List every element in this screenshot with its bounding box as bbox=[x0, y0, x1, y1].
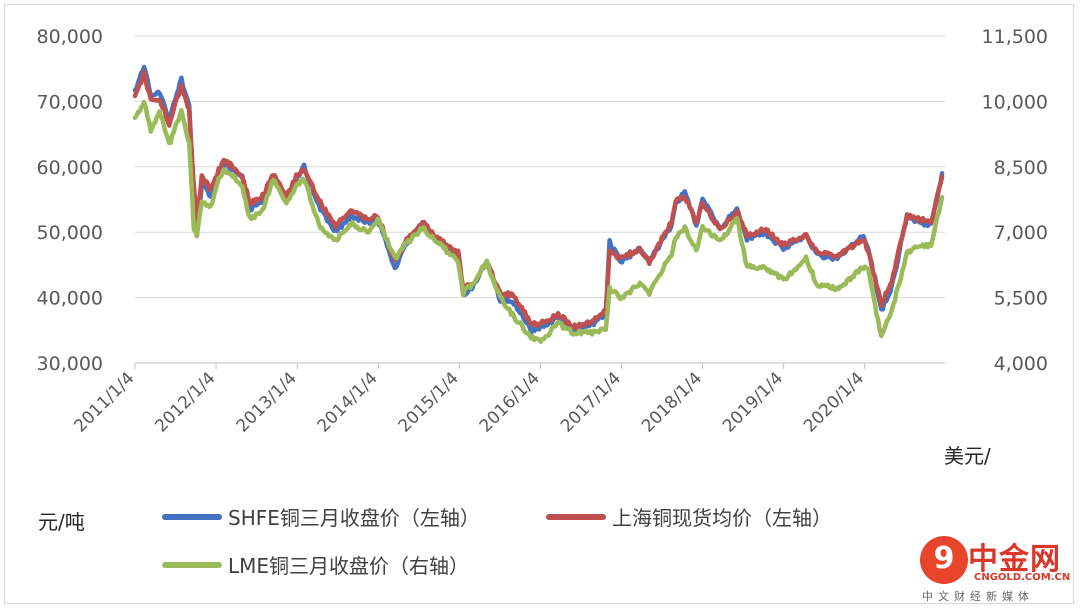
right-tick-label: 10,000 bbox=[982, 91, 1048, 113]
left-tick-label: 40,000 bbox=[37, 288, 103, 310]
x-tick-label: 2014/1/4 bbox=[314, 368, 382, 436]
series-line-lme bbox=[132, 99, 945, 344]
legend-label-shfe: SHFE铜三月收盘价（左轴） bbox=[228, 506, 480, 530]
right-tick-label: 4,000 bbox=[994, 353, 1048, 375]
right-axis-unit: 美元/ bbox=[944, 444, 991, 468]
x-tick-label: 2018/1/4 bbox=[638, 368, 706, 436]
left-tick-label: 30,000 bbox=[37, 353, 103, 375]
logo-site: CNGOLD.COM.CN bbox=[974, 572, 1071, 583]
x-tick-label: 2016/1/4 bbox=[476, 368, 544, 436]
right-tick-label: 8,500 bbox=[994, 157, 1048, 179]
x-tick-label: 2012/1/4 bbox=[151, 368, 219, 436]
left-tick-label: 80,000 bbox=[37, 26, 103, 48]
logo-name: 中金网 bbox=[968, 542, 1061, 577]
x-tick-label: 2011/1/4 bbox=[70, 368, 138, 436]
legend-item-lme: LME铜三月收盘价（右轴） bbox=[162, 550, 469, 579]
x-tick-label: 2013/1/4 bbox=[233, 368, 301, 436]
legend-swatch-shfe bbox=[162, 513, 222, 520]
series-line-spot bbox=[132, 69, 945, 331]
cngold-logo: 9 中金网 CNGOLD.COM.CN 中文财经新媒体 bbox=[920, 534, 1070, 604]
left-tick-label: 70,000 bbox=[37, 91, 103, 113]
left-tick-label: 60,000 bbox=[37, 157, 103, 179]
right-tick-label: 7,000 bbox=[994, 222, 1048, 244]
x-tick-label: 2019/1/4 bbox=[719, 368, 787, 436]
legend-item-shfe: SHFE铜三月收盘价（左轴） bbox=[162, 502, 480, 531]
logo-tagline: 中文财经新媒体 bbox=[922, 590, 1034, 603]
x-tick-label: 2020/1/4 bbox=[800, 368, 868, 436]
right-tick-label: 5,500 bbox=[994, 288, 1048, 310]
left-axis-unit: 元/吨 bbox=[38, 510, 85, 534]
legend-label-lme: LME铜三月收盘价（右轴） bbox=[228, 554, 470, 578]
left-tick-label: 50,000 bbox=[37, 222, 103, 244]
right-tick-label: 11,500 bbox=[982, 26, 1048, 48]
x-tick-label: 2015/1/4 bbox=[395, 368, 463, 436]
logo-mark-icon: 9 bbox=[920, 536, 968, 584]
legend-label-spot: 上海铜现货均价（左轴） bbox=[612, 506, 832, 530]
legend-swatch-lme bbox=[162, 561, 222, 568]
x-tick-label: 2017/1/4 bbox=[557, 368, 625, 436]
legend-item-spot: 上海铜现货均价（左轴） bbox=[546, 502, 832, 531]
legend-swatch-spot bbox=[546, 513, 606, 520]
chart-frame bbox=[4, 4, 1074, 604]
